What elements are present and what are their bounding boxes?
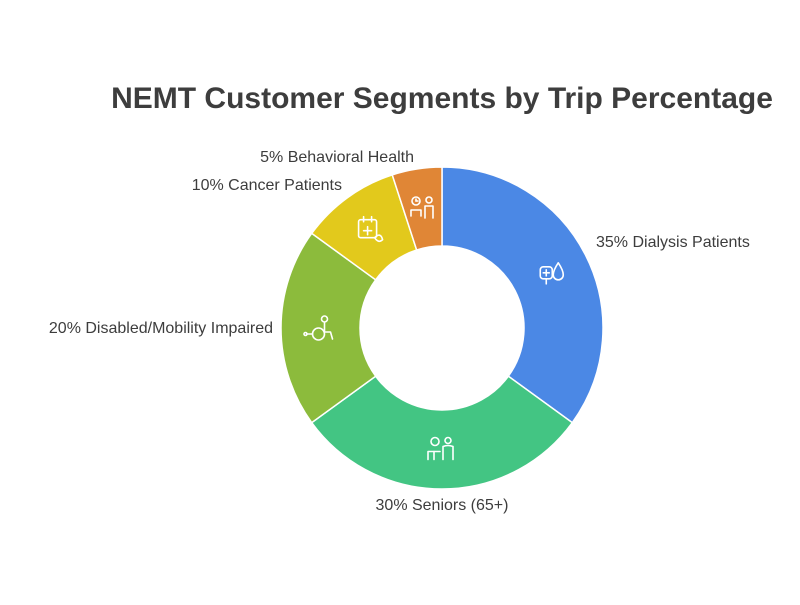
medical-calendar-icon: [357, 215, 384, 243]
slice-label-4: 10% Cancer Patients: [192, 177, 342, 194]
counseling-icon: [410, 196, 434, 219]
senior-care-icon: [427, 436, 454, 461]
slice-label-3: 20% Disabled/Mobility Impaired: [49, 320, 273, 337]
slice-3: [280, 232, 377, 424]
wheelchair-icon: [303, 315, 334, 341]
slice-5: [391, 166, 443, 251]
slice-label-5: 5% Behavioral Health: [260, 149, 414, 166]
slice-2: [310, 375, 574, 490]
slice-1: [441, 166, 604, 424]
chart-title: NEMT Customer Segments by Trip Percentag…: [111, 82, 773, 115]
slice-label-2: 30% Seniors (65+): [376, 497, 509, 514]
slice-label-1: 35% Dialysis Patients: [596, 234, 750, 251]
dialysis-icon: [539, 262, 565, 285]
